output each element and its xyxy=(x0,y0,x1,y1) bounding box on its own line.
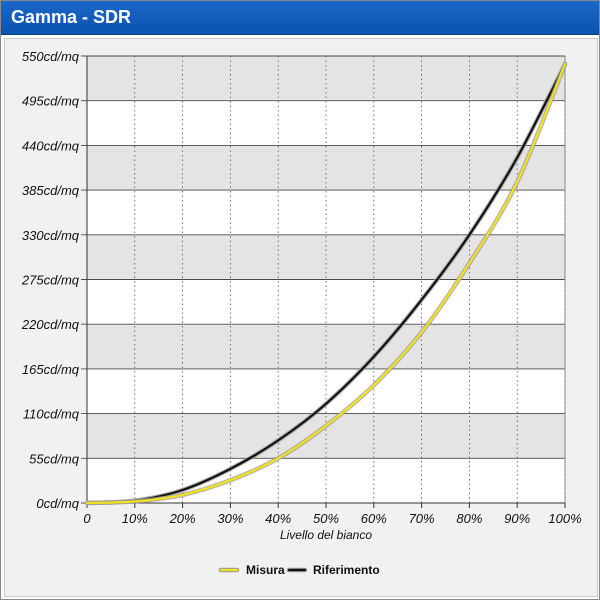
grid-band xyxy=(87,413,565,459)
series-misura-line xyxy=(85,62,567,505)
y-tick-label: 110cd/mq xyxy=(23,407,80,422)
title-bar: Gamma - SDR xyxy=(1,1,599,35)
x-tick-label: 50% xyxy=(313,511,339,526)
y-tick-label: 275cd/mq xyxy=(21,273,80,288)
x-tick-label: 60% xyxy=(361,511,387,526)
y-tick-labels: 0cd/mq 55cd/mq 110cd/mq 165cd/mq 220cd/mq 275… xyxy=(21,49,80,511)
legend-riferimento-label: Riferimento xyxy=(313,563,380,577)
x-axis-label: Livello del bianco xyxy=(280,528,372,542)
x-tick-label: 30% xyxy=(217,511,243,526)
series-riferimento-line xyxy=(85,62,567,505)
y-tick-label: 220cd/mq xyxy=(21,317,80,332)
x-tick-label: 40% xyxy=(265,511,291,526)
x-tick-labels: 0 10% 20% 30% 40% 50% 60% 70% 80% 90% 100% xyxy=(83,511,581,526)
x-tick-label: 20% xyxy=(169,511,196,526)
y-tick-label: 330cd/mq xyxy=(22,228,80,243)
legend: Misura Riferimento xyxy=(218,563,380,577)
y-tick-label: 165cd/mq xyxy=(22,362,80,377)
x-tick-label: 70% xyxy=(409,511,435,526)
legend-misura-label: Misura xyxy=(246,563,285,577)
y-tick-label: 550cd/mq xyxy=(22,49,80,64)
grid-band xyxy=(87,56,565,101)
x-tick-label: 10% xyxy=(122,511,148,526)
chart-title: Gamma - SDR xyxy=(11,7,132,27)
y-tick-label: 55cd/mq xyxy=(29,451,80,466)
y-tick-label: 440cd/mq xyxy=(22,138,80,153)
axes xyxy=(86,56,566,504)
series-lines xyxy=(84,61,568,506)
x-tick-label: 90% xyxy=(504,511,530,526)
y-tick-label: 0cd/mq xyxy=(36,496,79,511)
x-tick-label: 80% xyxy=(456,511,482,526)
y-tick-label: 495cd/mq xyxy=(22,94,80,109)
y-tick-label: 385cd/mq xyxy=(22,183,80,198)
x-tick-label: 0 xyxy=(83,511,91,526)
x-tick-label: 100% xyxy=(548,511,581,526)
